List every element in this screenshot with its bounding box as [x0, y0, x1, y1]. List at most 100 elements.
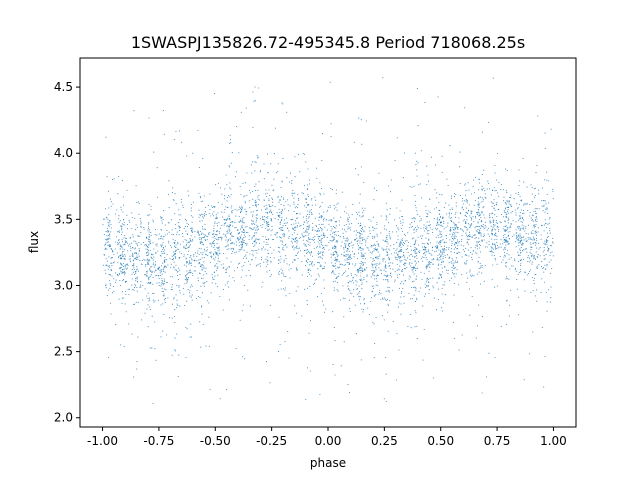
data-point	[521, 236, 523, 238]
data-point	[533, 283, 535, 285]
data-point	[543, 179, 545, 181]
data-point	[229, 142, 231, 144]
data-point	[212, 233, 214, 236]
data-point	[268, 189, 270, 191]
data-point	[288, 269, 290, 271]
data-point	[301, 233, 303, 235]
data-point	[416, 228, 418, 230]
data-point	[438, 224, 440, 226]
data-point	[422, 242, 424, 244]
data-point	[133, 287, 135, 289]
data-point	[423, 295, 425, 297]
data-point	[333, 287, 335, 289]
data-point	[249, 207, 251, 209]
data-point	[110, 227, 112, 229]
data-point	[148, 227, 150, 230]
data-point	[248, 235, 250, 237]
data-point	[386, 298, 389, 300]
data-point	[230, 207, 232, 209]
data-point	[308, 226, 310, 228]
data-point	[426, 221, 428, 223]
data-point	[277, 231, 279, 234]
data-point	[255, 239, 257, 241]
data-point	[149, 283, 151, 285]
data-point	[306, 226, 308, 228]
data-point	[280, 229, 282, 231]
data-point	[190, 255, 192, 257]
data-point	[485, 226, 487, 228]
data-point	[348, 223, 350, 225]
data-point	[138, 213, 140, 215]
data-point	[229, 196, 231, 198]
data-point	[110, 223, 112, 225]
data-point	[266, 207, 268, 209]
data-point	[355, 218, 358, 220]
data-point	[448, 212, 450, 214]
data-point	[278, 273, 280, 275]
data-point	[155, 275, 157, 277]
data-point	[354, 273, 356, 276]
data-point	[373, 270, 375, 272]
data-point	[323, 193, 325, 195]
data-point	[489, 220, 491, 222]
data-point	[252, 220, 254, 223]
data-point	[356, 240, 358, 243]
data-point	[168, 222, 170, 224]
data-point	[312, 222, 314, 225]
data-point	[206, 281, 208, 283]
data-point	[241, 231, 243, 233]
data-point	[509, 231, 511, 233]
data-point	[316, 247, 318, 249]
data-point	[392, 289, 394, 291]
data-point	[140, 232, 142, 234]
data-point	[466, 198, 468, 200]
data-point	[483, 187, 485, 190]
data-point	[440, 216, 442, 218]
data-point	[197, 295, 199, 298]
data-point	[222, 309, 224, 311]
data-point	[474, 227, 476, 229]
data-point	[190, 207, 192, 209]
data-point	[283, 245, 285, 247]
data-point	[228, 248, 230, 250]
data-point	[231, 205, 233, 207]
data-point	[456, 261, 459, 263]
data-point	[484, 196, 486, 198]
data-point	[505, 214, 507, 216]
data-point	[273, 257, 275, 259]
data-point	[121, 253, 123, 255]
data-point	[459, 166, 461, 168]
data-point	[407, 245, 409, 247]
data-point	[449, 209, 451, 211]
data-point	[175, 203, 177, 205]
data-point	[402, 221, 404, 224]
data-point	[160, 217, 162, 219]
data-point	[157, 196, 159, 198]
data-point	[429, 266, 431, 268]
data-point	[496, 238, 498, 240]
data-point	[155, 244, 157, 246]
data-point	[544, 147, 546, 149]
data-point	[336, 240, 338, 242]
data-point	[389, 213, 391, 215]
data-point	[156, 243, 158, 245]
data-point	[255, 232, 257, 234]
data-point	[227, 197, 229, 199]
data-point	[454, 225, 456, 227]
data-point	[133, 110, 135, 112]
data-point	[471, 253, 473, 255]
data-point	[191, 230, 193, 233]
data-point	[530, 255, 532, 257]
data-point	[265, 204, 267, 206]
data-point	[533, 258, 535, 260]
data-point	[146, 237, 148, 240]
data-point	[350, 272, 352, 274]
data-point	[359, 267, 361, 269]
data-point	[187, 246, 189, 248]
data-point	[510, 222, 512, 225]
data-point	[237, 239, 239, 241]
data-point	[164, 265, 166, 267]
data-point	[296, 233, 298, 236]
data-point	[475, 252, 477, 254]
data-point	[532, 242, 534, 244]
